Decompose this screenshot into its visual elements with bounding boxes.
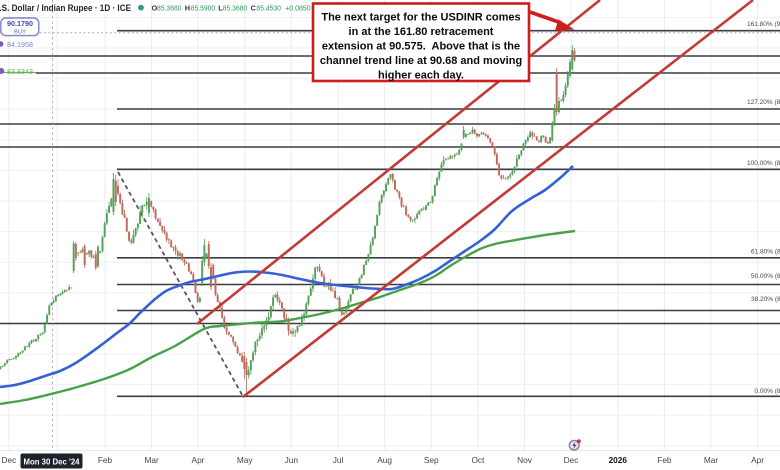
svg-text:100.00% (8: 100.00% (8 [747,160,780,167]
svg-text:Jul: Jul [333,455,344,465]
svg-text:83.8343: 83.8343 [7,67,33,76]
svg-text:61.80% (8: 61.80% (8 [751,249,780,256]
svg-text:higher each day.: higher each day. [378,70,464,82]
svg-text:85.3680: 85.3680 [223,3,248,12]
svg-text:Mar: Mar [704,455,719,465]
svg-text:Aug: Aug [377,455,392,465]
svg-text:C: C [251,3,257,12]
svg-text:2026: 2026 [609,455,628,465]
svg-text:Mar: Mar [144,455,159,465]
svg-text:Sep: Sep [424,455,439,465]
svg-text:Apr: Apr [751,455,764,465]
svg-text:90.1790: 90.1790 [7,19,33,28]
svg-text:+0.0850: +0.0850 [285,3,311,12]
svg-text:May: May [237,455,254,465]
svg-text:38.20% (8: 38.20% (8 [751,296,780,303]
svg-text:84.1958: 84.1958 [7,40,33,49]
svg-text:Feb: Feb [98,455,113,465]
svg-text:Nov: Nov [517,455,533,465]
svg-text:85.5900: 85.5900 [191,3,216,12]
svg-text:U.S. Dollar / Indian Rupee · 1: U.S. Dollar / Indian Rupee · 1D · ICE [0,3,131,14]
svg-text:0.00% (8: 0.00% (8 [755,388,780,395]
svg-text:BUY: BUY [14,30,26,36]
svg-text:Apr: Apr [192,455,205,465]
svg-text:161.80% (9: 161.80% (9 [747,21,780,28]
svg-text:Feb: Feb [657,455,672,465]
svg-text:85.4530: 85.4530 [256,3,281,12]
svg-text:50.00% (8: 50.00% (8 [751,273,780,280]
svg-text:Mon 30 Dec '24: Mon 30 Dec '24 [23,457,80,466]
svg-text:O: O [152,3,158,12]
svg-text:H: H [185,3,190,12]
svg-text:extension at 90.575. Above th: extension at 90.575. Above that is the [322,41,520,53]
svg-text:The next target for the USDINR: The next target for the USDINR comes [321,12,520,24]
svg-text:Dec: Dec [564,455,579,465]
svg-text:127.20% (8: 127.20% (8 [747,99,780,106]
svg-text:85.3680: 85.3680 [157,3,182,12]
svg-text:Dec: Dec [2,455,17,465]
svg-text:channel trend line at 90.68 an: channel trend line at 90.68 and moving [320,55,522,67]
svg-text:Oct: Oct [471,455,485,465]
svg-text:Jun: Jun [285,455,299,465]
svg-text:in at the 161.80 retracement: in at the 161.80 retracement [349,26,494,38]
svg-text:L: L [218,3,223,12]
